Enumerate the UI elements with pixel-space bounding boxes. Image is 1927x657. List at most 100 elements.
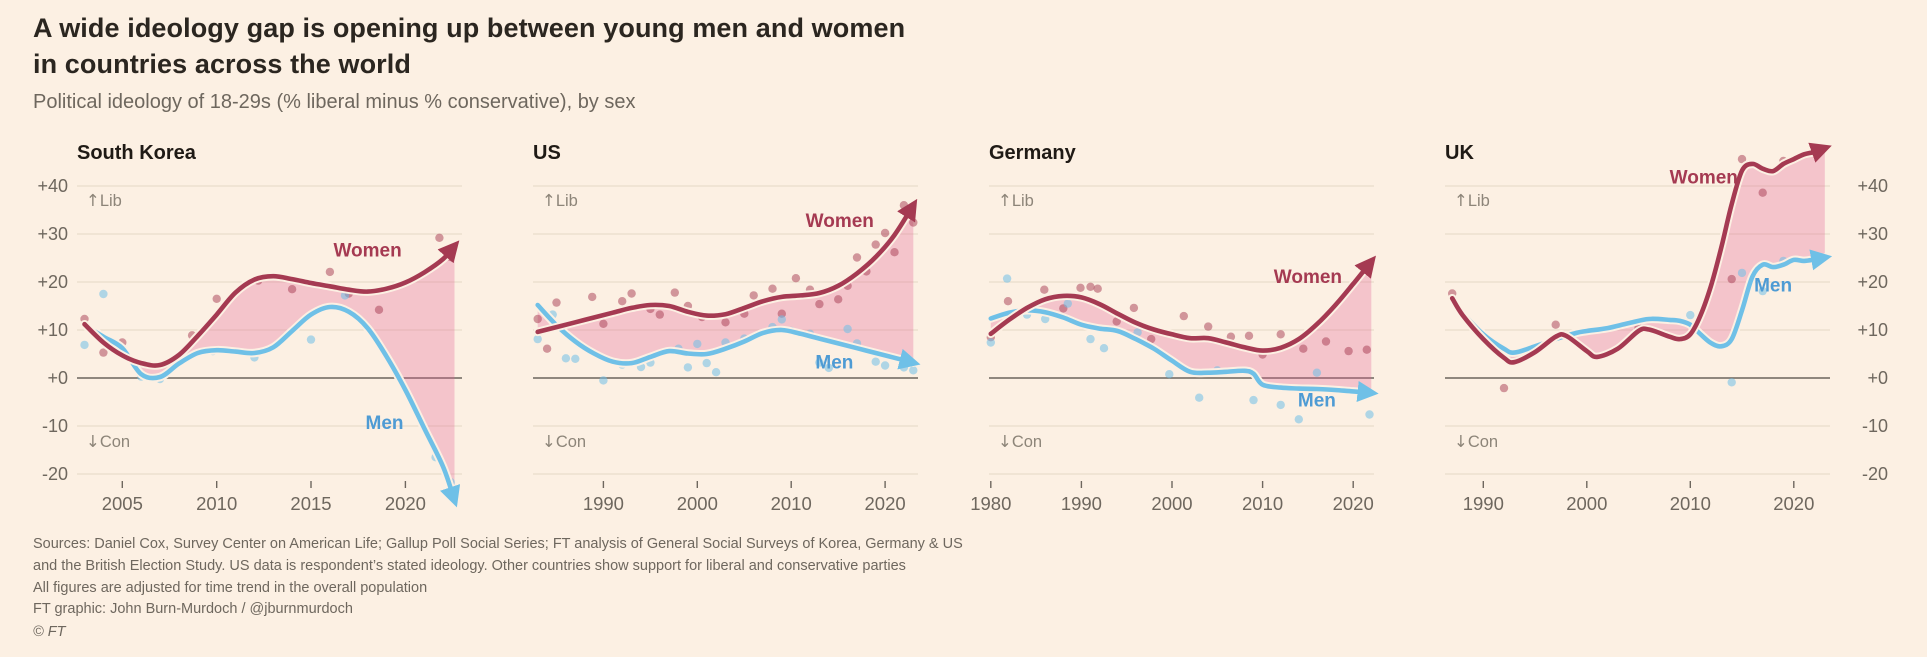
x-tick-label: 2020: [1333, 493, 1374, 514]
men-dot: [533, 334, 542, 344]
women-dot: [909, 218, 918, 227]
x-tick-label: 2000: [1151, 493, 1192, 514]
women-dot: [627, 289, 636, 298]
x-tick-label: 2000: [1566, 493, 1607, 514]
y-gridlines: [989, 185, 1374, 475]
men-dot: [99, 289, 108, 299]
women-dot: [1362, 345, 1371, 354]
women-dot: [1551, 320, 1560, 329]
chart-title-south-korea: South Korea: [77, 142, 196, 164]
men-dot: [1099, 344, 1109, 353]
women-dot: [1129, 303, 1139, 313]
men-dot: [1294, 415, 1303, 424]
women-dot: [880, 228, 890, 238]
x-tick-label: 2020: [385, 493, 426, 514]
women-dot: [212, 294, 221, 303]
women-dot: [749, 291, 758, 300]
men-dot: [80, 340, 89, 350]
men-dot: [871, 357, 880, 366]
y-tick-label: +20: [37, 272, 68, 292]
y-axis-labels: +40 +30 +20 +10 +0 -10 -20: [37, 176, 68, 484]
women-dot: [618, 297, 627, 306]
women-dot: [1727, 274, 1736, 284]
men-dot: [777, 315, 786, 324]
men-dot: [711, 368, 721, 377]
x-tick-label: 2020: [865, 493, 906, 514]
y-tick-label: -10: [42, 416, 68, 436]
footer-sources-line-2: and the British Election Study. US data …: [33, 557, 906, 574]
up-arrow-icon: ↑: [86, 191, 100, 210]
y-tick-label: +30: [37, 224, 68, 244]
y-tick-label: -10: [1862, 416, 1888, 436]
lib-direction-label: ↑Lib: [542, 191, 578, 210]
men-dot: [986, 338, 995, 347]
women-dot: [791, 274, 801, 283]
women-dot: [1321, 337, 1331, 346]
chart-south-korea: South Korea +40 +30 +20 +10 +0 -10 -20 2005 2010 2…: [33, 142, 480, 520]
x-tick-label: 2010: [771, 493, 812, 514]
women-dot: [1086, 282, 1095, 291]
men-dot: [683, 363, 693, 372]
men-trend-line: [535, 302, 921, 370]
women-dot: [599, 319, 608, 328]
women-dot: [542, 344, 552, 353]
women-dot: [1499, 383, 1509, 393]
chart-uk: UK +40 +30 +20 +10 +0 -10 -20 1990 2000 2010 2020 ↑L…: [1443, 142, 1894, 520]
men-series-label: Men: [366, 413, 404, 434]
gap-fill-area: [537, 205, 914, 364]
chart-canvas-south-korea: +40 +30 +20 +10 +0 -10 -20 2005 2010 2015 2020 ↑Lib…: [37, 176, 462, 514]
up-arrow-icon: ↑: [542, 191, 556, 210]
women-dot: [1344, 346, 1353, 356]
men-dot: [1365, 410, 1374, 419]
men-dot: [1195, 393, 1204, 402]
x-tick-label: 2015: [290, 493, 331, 514]
men-dot: [1086, 334, 1095, 344]
men-dot: [1312, 368, 1322, 377]
women-dot: [655, 310, 664, 319]
men-trend-casing: [1447, 253, 1830, 357]
men-trend-line: [988, 307, 1379, 403]
women-series-label: Women: [1274, 267, 1342, 288]
men-dot: [1758, 286, 1767, 296]
x-tick-label: 2020: [1773, 493, 1814, 514]
x-tick-label: 1980: [970, 493, 1011, 514]
y-tick-label: -20: [1862, 464, 1888, 484]
y-tick-label: +0: [47, 368, 68, 388]
men-dot: [702, 358, 711, 368]
gap-fill-area: [990, 261, 1372, 393]
up-arrow-icon: ↑: [998, 191, 1012, 210]
men-dot: [1737, 268, 1747, 278]
y-tick-label: -20: [42, 464, 68, 484]
x-tick-label: 2000: [677, 493, 718, 514]
chart-title-uk: UK: [1445, 142, 1474, 164]
women-dot: [768, 284, 777, 293]
con-direction-label: ↓Con: [86, 432, 130, 451]
women-series-label: Women: [806, 211, 874, 232]
down-arrow-icon: ↓: [86, 432, 100, 451]
y-gridlines: [1445, 185, 1830, 475]
men-dot: [815, 358, 824, 367]
women-dot: [1093, 284, 1102, 293]
x-tick-label: 1990: [1061, 493, 1102, 514]
x-tick-label: 2010: [1242, 493, 1283, 514]
women-dot: [287, 285, 297, 294]
men-dot: [571, 354, 580, 363]
y-tick-label: +10: [37, 320, 68, 340]
women-dot: [1204, 322, 1213, 331]
footer-note: All figures are adjusted for time trend …: [33, 579, 428, 596]
title-line-2: in countries across the world: [33, 49, 411, 79]
con-direction-label: ↓Con: [1454, 432, 1498, 451]
women-trend-line: [82, 240, 460, 368]
y-tick-label: +30: [1857, 224, 1888, 244]
men-series-label: Men: [1754, 276, 1792, 297]
con-direction-label: ↓Con: [542, 432, 586, 451]
chart-canvas-us: 1990 2000 2010 2020 ↑Lib ↓Con Women Men: [533, 185, 921, 514]
footer-credit: FT graphic: John Burn-Murdoch / @jburnmu…: [33, 601, 353, 618]
gap-fill-area: [1452, 148, 1825, 363]
women-dot: [890, 248, 899, 257]
women-dot: [670, 288, 679, 297]
x-tick-label: 1990: [583, 493, 624, 514]
women-dot: [1179, 311, 1188, 321]
chart-title-us: US: [533, 142, 561, 164]
